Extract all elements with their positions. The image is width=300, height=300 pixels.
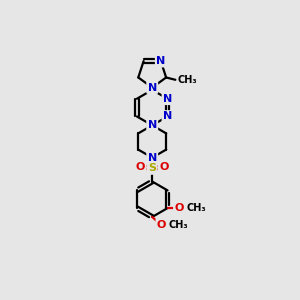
- Text: O: O: [157, 220, 166, 230]
- Text: O: O: [174, 203, 184, 213]
- Text: O: O: [159, 162, 168, 172]
- Text: N: N: [163, 94, 172, 104]
- Text: N: N: [156, 56, 165, 66]
- Text: N: N: [148, 153, 157, 163]
- Text: CH₃: CH₃: [168, 220, 188, 230]
- Text: N: N: [148, 120, 157, 130]
- Text: N: N: [163, 112, 172, 122]
- Text: CH₃: CH₃: [186, 203, 206, 213]
- Text: N: N: [148, 82, 157, 93]
- Text: S: S: [148, 164, 156, 173]
- Text: CH₃: CH₃: [178, 75, 197, 85]
- Text: O: O: [136, 162, 145, 172]
